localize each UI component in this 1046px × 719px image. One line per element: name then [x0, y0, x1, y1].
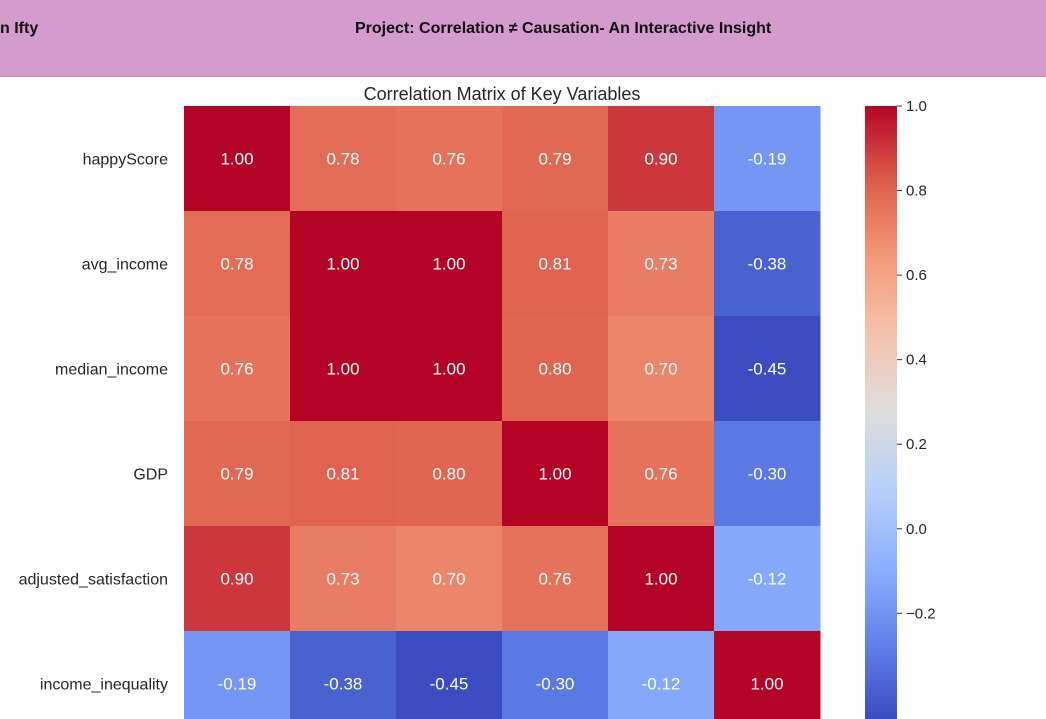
project-title: Project: Correlation ≠ Causation- An Int… [355, 20, 772, 37]
cell-value-label: 0.76 [538, 570, 571, 589]
cell-value-label: 0.70 [432, 570, 465, 589]
row-label: adjusted_satisfaction [19, 572, 168, 589]
heatmap-cell [290, 106, 397, 212]
cell-value-label: -0.38 [324, 675, 363, 694]
heatmap-cell [290, 316, 397, 422]
cell-value-label: 0.80 [538, 360, 571, 379]
heatmap-cell [184, 631, 291, 719]
heatmap-cell [714, 421, 821, 527]
cell-value-label: 0.76 [644, 465, 677, 484]
row-label: avg_income [82, 257, 168, 274]
cell-value-label: 1.00 [750, 675, 783, 694]
heatmap-cell [396, 211, 503, 317]
cell-value-label: 1.00 [538, 465, 571, 484]
heatmap-cell [396, 106, 503, 212]
heatmap-cell [502, 421, 609, 527]
heatmap-cell [502, 106, 609, 212]
cell-value-label: 1.00 [220, 150, 253, 169]
cell-value-label: -0.45 [430, 675, 469, 694]
cell-value-label: -0.12 [642, 675, 681, 694]
heatmap-cell [502, 316, 609, 422]
cell-value-label: 0.81 [538, 255, 571, 274]
row-label: happyScore [83, 152, 168, 169]
row-label: income_inequality [40, 677, 168, 694]
cell-value-label: 1.00 [432, 360, 465, 379]
cell-value-label: 1.00 [432, 255, 465, 274]
colorbar-tick-label: 0.4 [906, 352, 927, 369]
heatmap-cell [714, 631, 821, 719]
colorbar-tick-label: 0.8 [906, 183, 927, 200]
heatmap-cell [396, 631, 503, 719]
cell-value-label: 0.81 [326, 465, 359, 484]
heatmap-cell [502, 631, 609, 719]
cell-value-label: 0.70 [644, 360, 677, 379]
heatmap-cell [714, 526, 821, 632]
cell-value-label: 0.76 [220, 360, 253, 379]
heatmap-cell [290, 421, 397, 527]
row-label: GDP [133, 467, 168, 484]
heatmap-cell [396, 526, 503, 632]
heatmap-cell [608, 526, 715, 632]
cell-value-label: -0.38 [748, 255, 787, 274]
heatmap-cell [184, 526, 291, 632]
colorbar-tick-label: 1.0 [906, 98, 927, 115]
cell-value-label: 0.78 [326, 150, 359, 169]
header-left-text: n Ifty [0, 20, 39, 37]
colorbar-tick-label: 0.6 [906, 267, 927, 284]
heatmap-cell [184, 316, 291, 422]
cell-value-label: 0.73 [644, 255, 677, 274]
heatmap-cell [608, 316, 715, 422]
cell-value-label: 1.00 [644, 570, 677, 589]
heatmap-cell [502, 526, 609, 632]
colorbar [865, 106, 897, 719]
cell-value-label: 0.90 [644, 150, 677, 169]
heatmap-cell [290, 526, 397, 632]
heatmap-cell [608, 106, 715, 212]
cell-value-label: 0.73 [326, 570, 359, 589]
heatmap-cell [502, 211, 609, 317]
colorbar-tick-label: 0.2 [906, 436, 927, 453]
cell-value-label: 0.78 [220, 255, 253, 274]
heatmap-cell [184, 421, 291, 527]
cell-value-label: -0.45 [748, 360, 787, 379]
heatmap-cell [184, 211, 291, 317]
cell-value-label: 0.90 [220, 570, 253, 589]
cell-value-label: 0.76 [432, 150, 465, 169]
colorbar-tick-label: −0.2 [906, 605, 936, 622]
heatmap-cell [608, 211, 715, 317]
cell-value-label: 0.79 [220, 465, 253, 484]
heatmap-cell [396, 316, 503, 422]
cell-value-label: -0.19 [748, 150, 787, 169]
cell-value-label: 1.00 [326, 360, 359, 379]
cell-value-label: -0.19 [218, 675, 257, 694]
heatmap-cell [714, 211, 821, 317]
heatmap-cell [396, 421, 503, 527]
chart-title: Correlation Matrix of Key Variables [364, 84, 641, 104]
heatmap-cell [290, 631, 397, 719]
cell-value-label: -0.30 [536, 675, 575, 694]
row-label: median_income [55, 362, 168, 379]
correlation-heatmap: Correlation Matrix of Key Variables 1.00… [19, 84, 936, 719]
cell-value-label: -0.12 [748, 570, 787, 589]
cell-value-label: 1.00 [326, 255, 359, 274]
heatmap-cell [714, 316, 821, 422]
cell-value-label: 0.80 [432, 465, 465, 484]
heatmap-cell [608, 421, 715, 527]
cell-value-label: -0.30 [748, 465, 787, 484]
heatmap-cell [290, 211, 397, 317]
heatmap-cell [714, 106, 821, 212]
colorbar-tick-label: 0.0 [906, 521, 927, 538]
cell-value-label: 0.79 [538, 150, 571, 169]
heatmap-cell [608, 631, 715, 719]
header-bar: n Ifty Project: Correlation ≠ Causation-… [0, 0, 1046, 77]
heatmap-cell [184, 106, 291, 212]
